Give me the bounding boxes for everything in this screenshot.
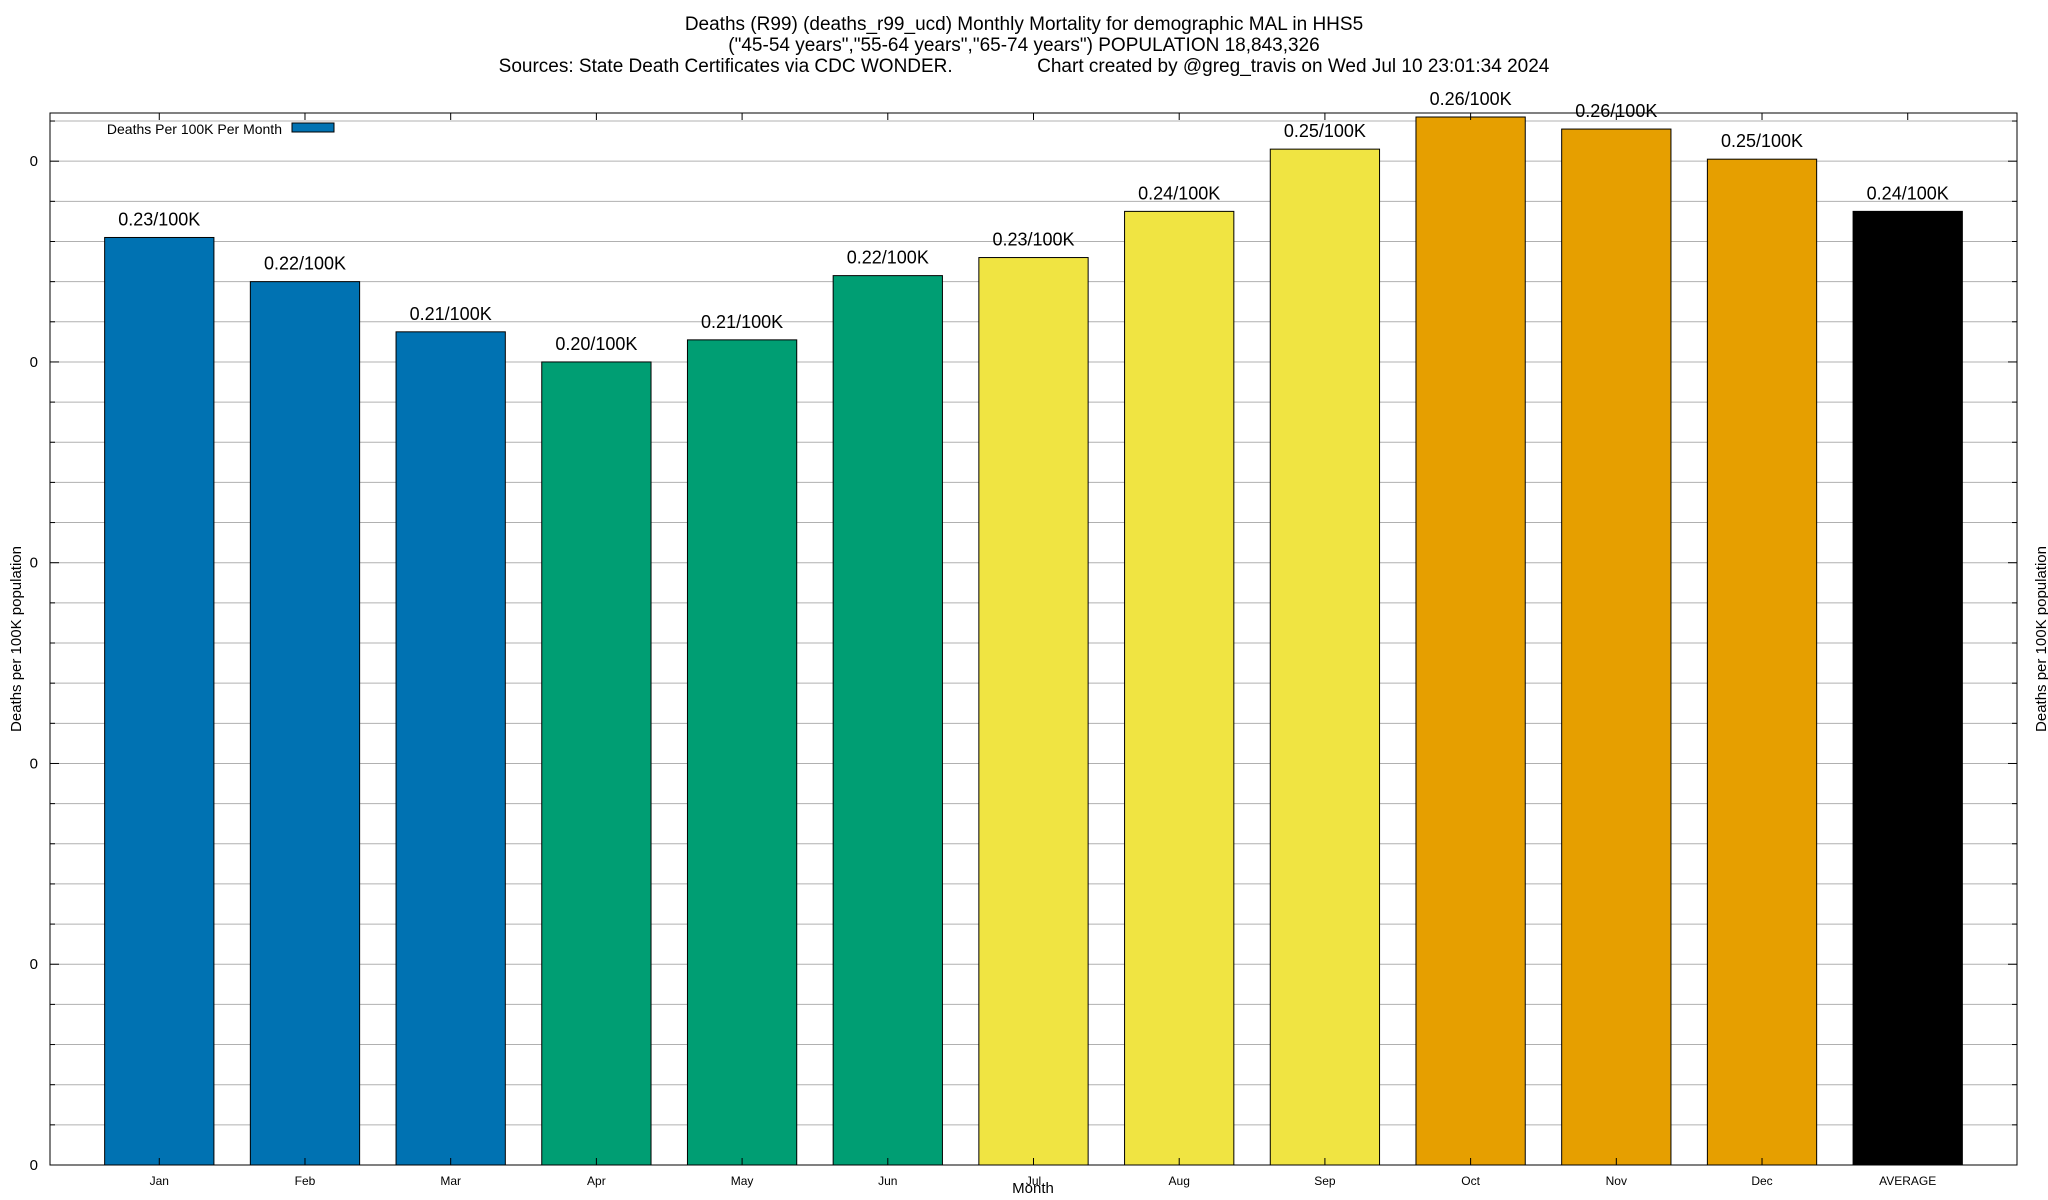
y-tick-label: 0 — [30, 354, 38, 371]
data-label-jun: 0.22/100K — [847, 248, 929, 268]
data-label-dec: 0.25/100K — [1721, 131, 1803, 151]
data-label-may: 0.21/100K — [701, 312, 783, 332]
bar-aug — [1124, 210, 1235, 1166]
bar-average — [1852, 210, 1963, 1166]
title-line-1: Deaths (R99) (deaths_r99_ucd) Monthly Mo… — [685, 14, 1363, 35]
bar-dec — [1706, 158, 1818, 1166]
bar-sep — [1269, 148, 1381, 1166]
x-tick-label-jul: Jul — [1026, 1174, 1041, 1188]
data-label-mar: 0.21/100K — [410, 304, 492, 324]
x-tick-label-apr: Apr — [587, 1174, 606, 1188]
data-label-sep: 0.25/100K — [1284, 121, 1366, 141]
x-tick-label-may: May — [731, 1174, 754, 1188]
data-label-jul: 0.23/100K — [992, 230, 1074, 250]
y-tick-label: 0 — [30, 956, 38, 973]
legend-swatch — [291, 122, 335, 133]
data-label-apr: 0.20/100K — [555, 334, 637, 354]
x-tick-label-aug: Aug — [1169, 1174, 1190, 1188]
plot-frame — [49, 112, 2018, 1166]
y2-axis-title: Deaths per 100K population — [2033, 546, 2048, 732]
bar-jan — [104, 236, 215, 1166]
data-label-oct: 0.26/100K — [1430, 89, 1512, 109]
x-tick-label-jan: Jan — [150, 1174, 169, 1188]
data-label-aug: 0.24/100K — [1138, 183, 1220, 203]
bar-may — [686, 339, 798, 1166]
bar-jul — [978, 257, 1089, 1166]
bar-apr — [541, 361, 652, 1166]
data-label-average: 0.24/100K — [1867, 183, 1949, 203]
x-tick-label-feb: Feb — [295, 1174, 316, 1188]
x-tick-label-mar: Mar — [440, 1174, 461, 1188]
bar-mar — [395, 331, 506, 1166]
x-tick-label-average: AVERAGE — [1879, 1174, 1936, 1188]
data-label-nov: 0.26/100K — [1575, 101, 1657, 121]
y-tick-label: 0 — [30, 153, 38, 170]
x-tick-label-jun: Jun — [878, 1174, 897, 1188]
bar-nov — [1561, 128, 1672, 1166]
y-tick-label: 0 — [30, 1157, 38, 1174]
axis-ticks: 0 0 0 0 0 0 Jan Feb Mar Apr May Jun Jul Aug Sep Oct Nov D… — [30, 113, 2017, 1188]
bar-feb — [249, 281, 361, 1166]
x-tick-label-nov: Nov — [1606, 1174, 1627, 1188]
legend-label: Deaths Per 100K Per Month — [107, 121, 282, 137]
x-tick-label-oct: Oct — [1461, 1174, 1480, 1188]
title-line-3: Sources: State Death Certificates via CD… — [499, 56, 1550, 77]
y-tick-label: 0 — [30, 755, 38, 772]
bars — [104, 116, 1963, 1166]
title-line-2: ("45-54 years","55-64 years","65-74 year… — [728, 35, 1319, 56]
bar-oct — [1415, 116, 1526, 1166]
x-tick-label-dec: Dec — [1751, 1174, 1772, 1188]
y-axis-title: Deaths per 100K population — [8, 546, 25, 732]
x-axis-title: Month — [1012, 1180, 1054, 1197]
y-tick-label: 0 — [30, 555, 38, 572]
chart-title: Deaths (R99) (deaths_r99_ucd) Monthly Mo… — [499, 14, 1550, 77]
data-labels: 0.23/100K 0.22/100K 0.21/100K 0.20/100K 0.21… — [118, 89, 1949, 354]
legend: Deaths Per 100K Per Month — [107, 121, 335, 137]
x-tick-label-sep: Sep — [1314, 1174, 1336, 1188]
data-label-feb: 0.22/100K — [264, 254, 346, 274]
bar-jun — [832, 275, 943, 1166]
data-label-jan: 0.23/100K — [118, 209, 200, 229]
